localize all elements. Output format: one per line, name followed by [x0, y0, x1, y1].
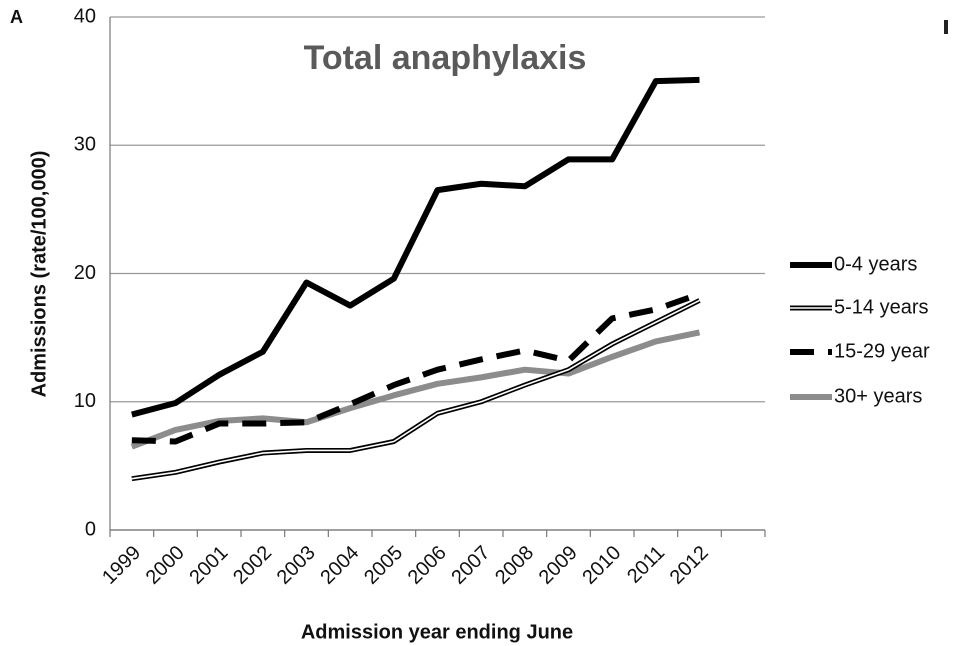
- next-panel-fragment: [944, 20, 948, 34]
- x-tick-label: 2009: [535, 542, 582, 589]
- y-tick-label: 10: [74, 390, 96, 412]
- x-tick-label: 2002: [229, 542, 276, 589]
- x-tick-label: 1999: [98, 542, 145, 589]
- x-tick-label: 2006: [404, 542, 451, 589]
- x-tick-label: 2007: [447, 542, 494, 589]
- y-tick-label: 30: [74, 134, 96, 156]
- x-tick-label: 2003: [273, 542, 320, 589]
- x-tick-label: 2010: [578, 542, 625, 589]
- legend-label: 15-29 year: [834, 340, 930, 362]
- x-tick-label: 2008: [491, 542, 538, 589]
- legend-label: 0-4 years: [834, 253, 917, 275]
- series-line: [131, 76, 700, 418]
- series-line: [131, 291, 701, 445]
- y-tick-label: 0: [85, 518, 96, 540]
- x-tick-label: 2012: [666, 542, 713, 589]
- series-line-inner: [131, 299, 700, 480]
- x-tick-label: 2000: [142, 542, 189, 589]
- legend-label: 5-14 years: [834, 296, 929, 318]
- chart-title: Total anaphylaxis: [304, 39, 587, 77]
- x-axis-label: Admission year ending June: [301, 621, 573, 643]
- legend-label: 30+ years: [834, 385, 922, 407]
- panel-label: A: [10, 7, 23, 27]
- x-tick-label: 2005: [360, 542, 407, 589]
- y-tick-label: 40: [74, 5, 96, 27]
- x-tick-label: 2004: [316, 542, 363, 589]
- x-tick-label: 2011: [623, 542, 669, 588]
- y-axis-label: Admissions (rate/100,000): [28, 151, 50, 398]
- y-tick-label: 20: [74, 262, 96, 284]
- x-tick-label: 2001: [185, 542, 232, 589]
